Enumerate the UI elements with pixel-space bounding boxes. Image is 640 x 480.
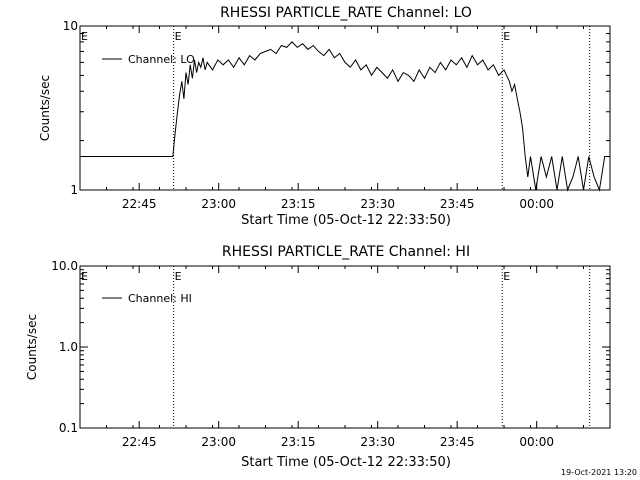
plot-frame-lo bbox=[79, 25, 611, 191]
series-lo bbox=[80, 41, 610, 192]
event-marker-label: E bbox=[81, 30, 88, 43]
y-tick-label: 0.1 bbox=[59, 421, 78, 435]
x-axis-label-hi: Start Time (05-Oct-12 22:33:50) bbox=[241, 455, 451, 470]
x-tick-label: 23:15 bbox=[281, 197, 316, 211]
legend-lo: Channel: LO bbox=[102, 53, 195, 66]
y-axis-lo: 1 10 bbox=[63, 19, 610, 197]
x-tick-label: 00:00 bbox=[519, 435, 554, 449]
x-tick-label: 23:30 bbox=[360, 435, 395, 449]
x-tick-label: 22:45 bbox=[122, 197, 157, 211]
chart-panel-hi: RHESSI PARTICLE_RATE Channel: HI 0.1 1.0 1… bbox=[25, 244, 611, 470]
chart-title-lo: RHESSI PARTICLE_RATE Channel: LO bbox=[220, 5, 472, 21]
y-tick-label: 10 bbox=[63, 19, 78, 33]
event-marker-label: E bbox=[503, 270, 510, 283]
legend-label-lo: Channel: LO bbox=[128, 53, 195, 66]
x-tick-label: 23:00 bbox=[201, 435, 236, 449]
legend-label-hi: Channel: HI bbox=[128, 292, 192, 305]
event-markers-lo: E EE bbox=[81, 26, 591, 190]
event-marker-label: E bbox=[175, 270, 182, 283]
legend-hi: Channel: HI bbox=[102, 292, 192, 305]
y-axis-label-hi: Counts/sec bbox=[25, 314, 39, 380]
event-markers-hi: E EE bbox=[81, 266, 591, 428]
y-tick-label: 10.0 bbox=[51, 259, 78, 273]
x-tick-label: 22:45 bbox=[122, 435, 157, 449]
x-tick-label: 23:45 bbox=[440, 197, 475, 211]
x-axis-label-lo: Start Time (05-Oct-12 22:33:50) bbox=[241, 213, 451, 228]
x-axis-lo: 22:45 23:00 23:15 23:30 23:45 00:00 bbox=[79, 26, 611, 211]
event-marker-label: E bbox=[175, 30, 182, 43]
x-tick-label: 00:00 bbox=[519, 197, 554, 211]
y-tick-label: 1 bbox=[70, 183, 78, 197]
y-tick-label: 1.0 bbox=[59, 340, 78, 354]
x-tick-label: 23:15 bbox=[281, 435, 316, 449]
x-tick-label: 23:30 bbox=[360, 197, 395, 211]
event-marker-label: E bbox=[503, 30, 510, 43]
plot-frame-hi bbox=[79, 265, 611, 429]
series-line bbox=[80, 41, 610, 192]
x-tick-label: 23:00 bbox=[201, 197, 236, 211]
footer-timestamp: 19-Oct-2021 13:20 bbox=[561, 468, 637, 477]
x-axis-hi: 22:45 23:00 23:15 23:30 23:45 00:00 bbox=[79, 266, 611, 449]
chart-title-hi: RHESSI PARTICLE_RATE Channel: HI bbox=[222, 244, 470, 260]
event-marker-label: E bbox=[81, 270, 88, 283]
x-tick-label: 23:45 bbox=[440, 435, 475, 449]
y-axis-hi: 0.1 1.0 10.0 bbox=[51, 259, 610, 435]
chart-panel-lo: RHESSI PARTICLE_RATE Channel: LO 1 10 22:… bbox=[38, 5, 611, 228]
y-axis-label-lo: Counts/sec bbox=[38, 75, 52, 141]
